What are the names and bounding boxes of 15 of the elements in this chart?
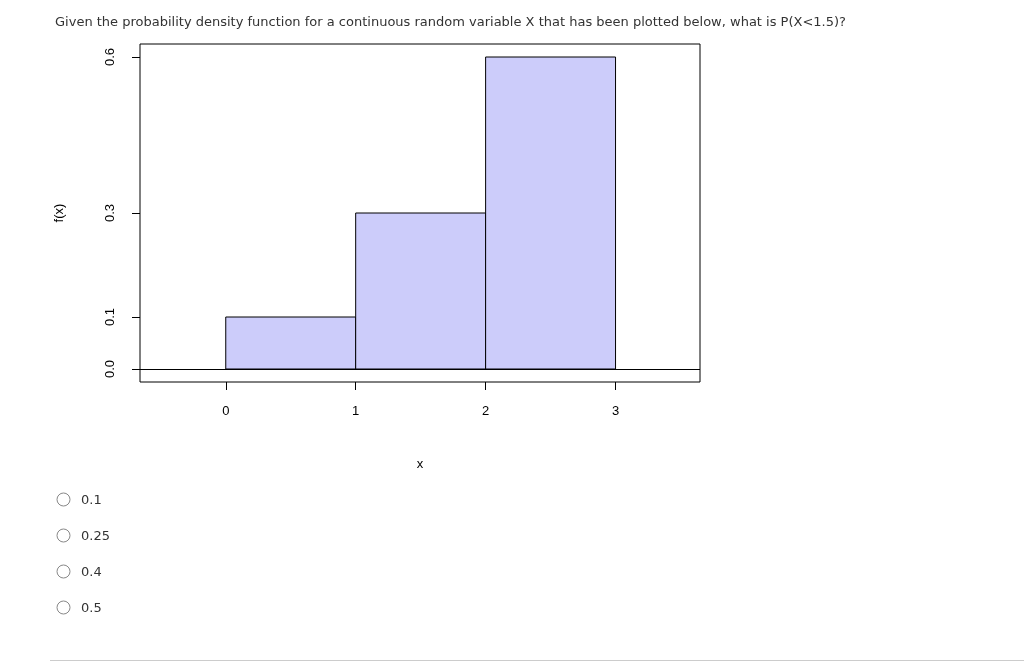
y-tick-label: 0.0 [102, 359, 117, 379]
text: 0.1 [81, 491, 102, 507]
y-tick-label: 0.1 [102, 307, 117, 327]
x-tick-label: 2 [482, 403, 490, 418]
y-tick-label: 0.3 [102, 203, 117, 223]
y-tick-label: 0.6 [102, 47, 117, 67]
x-tick-label: 3 [611, 403, 620, 418]
chart-title: Given the probability density function for a continuous random variable X that has been plotted below, what is P(X<1.5)? [55, 14, 846, 29]
text: 0.5 [81, 599, 102, 615]
x-tick-label: 1 [352, 403, 360, 418]
text: 0.25 [81, 527, 110, 543]
y-axis-title: f(x) [51, 203, 66, 223]
x-axis-title: x [416, 456, 424, 471]
text: 0.4 [81, 563, 102, 579]
x-tick-label: 0 [222, 403, 230, 418]
